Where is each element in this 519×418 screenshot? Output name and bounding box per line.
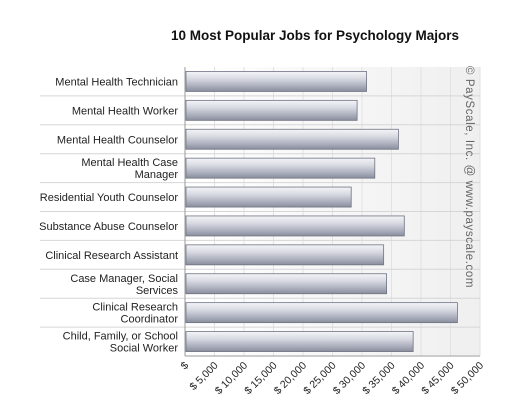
category-label: Clinical Research Assistant [45,250,178,262]
category-label: Case Manager, Social Services [70,273,178,297]
category-label: Mental Health Counselor [57,134,178,146]
bar [185,71,367,92]
bar [185,244,385,266]
bar [185,99,358,121]
bar [185,273,388,295]
bar [185,128,399,150]
category-label: Residential Youth Counselor [40,192,179,204]
watermark: © PayScale, Inc. @ www.payscale.com [463,66,475,288]
category-label: Clinical Research Coordinator [92,302,178,326]
x-tick-label: $ [179,360,192,373]
bar [185,157,376,179]
chart-title: 10 Most Popular Jobs for Psychology Majo… [170,28,460,43]
category-label: Child, Family, or School Social Worker [63,331,179,355]
category-label: Mental Health Technician [55,76,178,88]
bar [185,215,405,237]
bar [185,302,458,324]
category-label: Substance Abuse Counselor [39,221,178,233]
category-label: Mental Health Case Manager [81,157,178,181]
category-label: Mental Health Worker [72,105,179,117]
bar [185,186,352,208]
x-tick-label: $ 50,000 [449,360,486,397]
bar [185,331,414,352]
